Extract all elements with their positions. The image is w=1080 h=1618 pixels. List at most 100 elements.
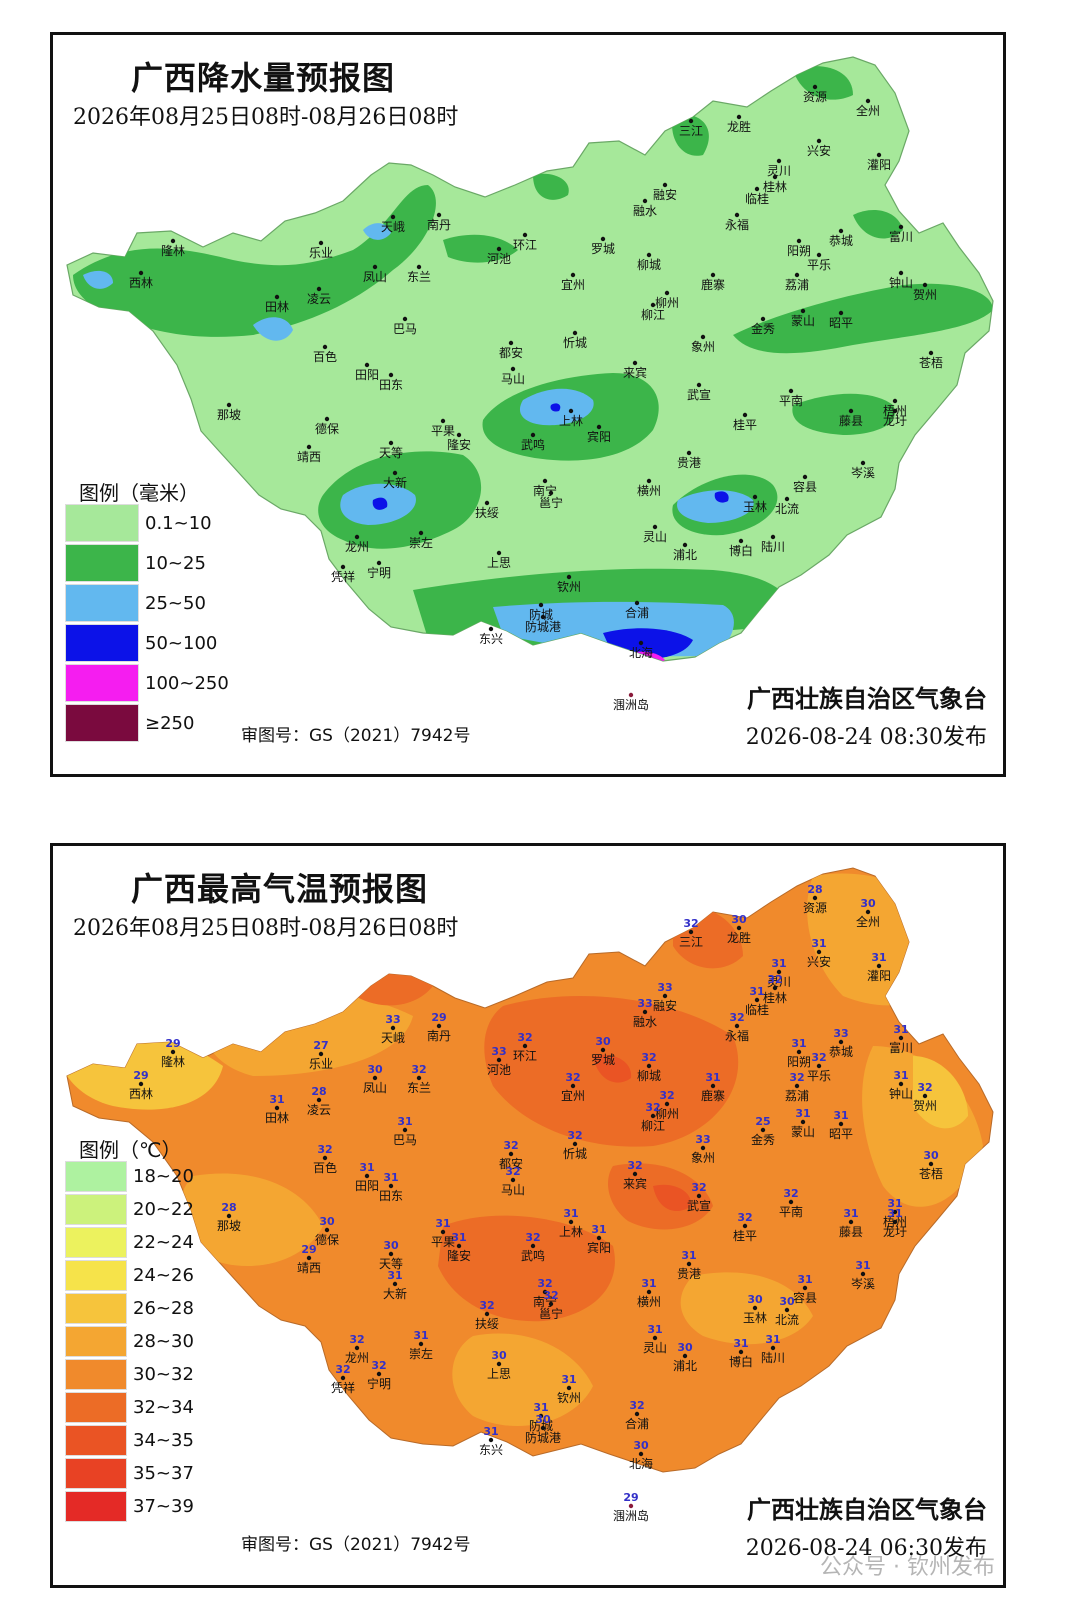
city-dot	[522, 232, 528, 238]
city-dot	[376, 1371, 382, 1377]
legend-label: 20~22	[133, 1199, 194, 1220]
city-label: 南丹	[427, 217, 451, 232]
city-label: 桂林	[763, 990, 787, 1005]
legend-swatch	[65, 1392, 127, 1423]
max-temperature-forecast-map-panel: 资源 28 全州 30 三江 32 龙胜 30 兴安 31 灌阳 31 灵川 31 桂林 32 临桂 31 融安 33…	[50, 843, 1006, 1588]
city-dot	[496, 1361, 502, 1367]
city-label: 马山	[501, 372, 525, 386]
city-dot	[760, 1127, 766, 1133]
city-dot	[390, 1025, 396, 1031]
city-dot	[628, 692, 634, 698]
city-dot	[522, 1043, 528, 1049]
city-label: 融安	[653, 187, 677, 202]
city-dot	[816, 949, 822, 955]
city-label: 南丹	[427, 1028, 451, 1043]
city-dot	[456, 1243, 462, 1249]
city-label: 靖西	[297, 450, 321, 464]
legend-label: 18~20	[133, 1166, 194, 1187]
city-label: 武宣	[687, 1198, 711, 1213]
city-dot	[600, 1047, 606, 1053]
max-temperature-value: 31	[843, 1207, 858, 1220]
city-dot	[776, 158, 782, 164]
max-temperature-value: 31	[797, 1273, 812, 1286]
city-label: 宁明	[367, 565, 391, 580]
max-temperature-value: 31	[681, 1249, 696, 1262]
city-dot	[796, 1049, 802, 1055]
city-dot	[316, 286, 322, 292]
issuing-agency: 广西壮族自治区气象台	[747, 685, 987, 713]
issue-time: 2026-08-24 08:30发布	[745, 725, 987, 750]
city-label: 博白	[729, 543, 753, 558]
city-dot	[662, 993, 668, 999]
city-dot	[770, 534, 776, 540]
city-label: 平乐	[807, 1069, 831, 1083]
legend-item: 0.1~10	[65, 503, 229, 543]
city-label: 田阳	[355, 1179, 379, 1193]
legend-swatch	[65, 624, 139, 662]
city-label: 天峨	[381, 1031, 405, 1045]
city-dot	[646, 478, 652, 484]
max-temperature-value: 30	[535, 1413, 551, 1426]
legend-swatch	[65, 504, 139, 542]
city-label: 钦州	[557, 1391, 581, 1405]
city-dot	[710, 1083, 716, 1089]
max-temperature-value: 32	[503, 1139, 518, 1152]
city-dot	[226, 402, 232, 408]
rain-band-10-25	[672, 114, 709, 156]
city-dot	[848, 1219, 854, 1225]
city-dot	[686, 1261, 692, 1267]
issuing-agency: 广西壮族自治区气象台	[747, 1496, 987, 1524]
city-dot	[318, 240, 324, 246]
city-label: 隆林	[161, 243, 185, 258]
temp-zone-34-35	[593, 1054, 632, 1083]
city-label: 德保	[315, 1232, 339, 1247]
max-temperature-value: 32	[627, 1159, 642, 1172]
city-label: 灵川	[767, 164, 791, 178]
city-label: 贺州	[913, 288, 937, 302]
city-dot	[646, 1063, 652, 1069]
legend-item: 10~25	[65, 543, 229, 583]
city-dot	[860, 460, 866, 466]
max-temperature-value: 31	[563, 1207, 578, 1220]
city-label: 河池	[487, 1063, 511, 1077]
city-dot	[318, 1051, 324, 1057]
legend-title: 图例（毫米）	[79, 481, 199, 505]
city-label: 武鸣	[521, 1248, 545, 1263]
rain-band-50-100	[714, 491, 729, 503]
city-dot	[634, 1411, 640, 1417]
city-dot	[898, 224, 904, 230]
city-dot	[816, 252, 822, 258]
city-dot	[664, 290, 670, 296]
city-dot	[170, 238, 176, 244]
city-label: 都安	[499, 1156, 523, 1171]
city-dot	[600, 236, 606, 242]
max-temperature-value: 32	[659, 1089, 674, 1102]
city-dot	[688, 118, 694, 124]
city-label: 那坡	[217, 1219, 241, 1233]
city-label: 灌阳	[867, 969, 891, 983]
max-temperature-value: 32	[411, 1063, 426, 1076]
city-label: 东兴	[479, 1443, 503, 1457]
city-label: 融安	[653, 998, 677, 1013]
city-label: 资源	[803, 901, 827, 915]
city-dot	[794, 1083, 800, 1089]
city-dot	[388, 372, 394, 378]
issue-time: 2026-08-24 06:30发布	[745, 1536, 987, 1561]
city-label: 融水	[633, 1015, 657, 1029]
city-label: 兴安	[807, 954, 831, 969]
city-label: 钟山	[889, 1086, 913, 1101]
city-label: 玉林	[743, 1311, 767, 1325]
city-label: 大新	[383, 475, 407, 490]
city-dot	[794, 272, 800, 278]
rain-band-25-50	[363, 223, 391, 240]
legend-swatch	[65, 1326, 127, 1357]
max-temperature-value: 31	[871, 951, 886, 964]
legend-swatch	[65, 544, 139, 582]
max-temperature-value: 31	[483, 1425, 498, 1438]
city-dot	[540, 614, 546, 620]
max-temperature-value: 28	[221, 1201, 236, 1214]
city-dot	[682, 542, 688, 548]
city-label: 灵川	[767, 975, 791, 989]
city-label: 凌云	[307, 292, 331, 306]
city-label: 永福	[725, 1028, 749, 1043]
